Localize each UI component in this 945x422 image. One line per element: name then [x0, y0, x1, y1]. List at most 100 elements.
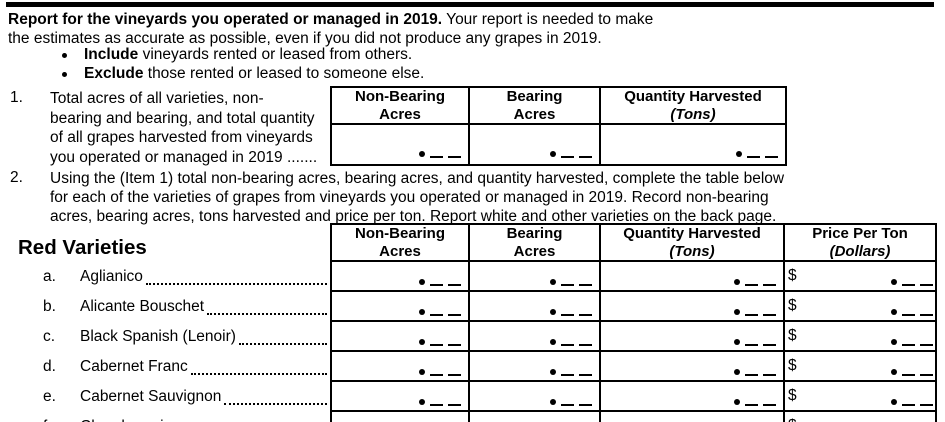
bearing-acres-field[interactable] — [470, 292, 601, 320]
exclude-bold: Exclude — [84, 65, 144, 82]
nonbearing-acres-field[interactable] — [332, 382, 470, 410]
item1-line: Total acres of all varieties, non- — [50, 90, 264, 107]
bearing-acres-field[interactable] — [470, 322, 601, 350]
nonbearing-acres-field[interactable] — [332, 292, 470, 320]
quantity-harvested-field[interactable] — [601, 352, 785, 380]
variety-row: d. Cabernet Franc — [43, 352, 328, 382]
entry-underscore — [920, 313, 933, 316]
entry-underscore — [448, 343, 461, 346]
exclude-bullet: Exclude those rented or leased to someon… — [62, 65, 424, 84]
variety-row: b. Alicante Bouschet — [43, 292, 328, 322]
entry-underscore — [430, 155, 443, 158]
entry-underscore — [763, 343, 776, 346]
intro-paragraph: Report for the vineyards you operated or… — [8, 10, 653, 48]
quantity-harvested-field[interactable] — [601, 382, 785, 410]
price-per-ton-field[interactable]: $ — [785, 352, 935, 380]
entry-dot-icon — [734, 309, 740, 315]
bullet-icon — [62, 72, 67, 77]
total-nonbearing-acres-field[interactable] — [332, 125, 470, 164]
dollar-sign: $ — [788, 267, 797, 284]
entry-underscore — [430, 283, 443, 286]
table2-body: $ $ $ — [332, 262, 935, 422]
entry-underscore — [561, 283, 574, 286]
bearing-acres-field[interactable] — [470, 382, 601, 410]
table2-header-quantity: Quantity Harvested (Tons) — [601, 225, 785, 260]
red-varieties-heading: Red Varieties — [18, 236, 147, 259]
entry-underscore — [561, 373, 574, 376]
variety-row: f. Chambourcin — [43, 412, 328, 422]
entry-dot-icon — [734, 399, 740, 405]
entry-underscore — [430, 343, 443, 346]
bearing-acres-field[interactable] — [470, 412, 601, 422]
entry-underscore — [561, 313, 574, 316]
total-quantity-harvested-field[interactable] — [601, 125, 785, 164]
price-per-ton-field[interactable]: $ — [785, 292, 935, 320]
entry-underscore — [902, 343, 915, 346]
entry-underscore — [763, 313, 776, 316]
item2-line: Using the (Item 1) total non-bearing acr… — [50, 170, 785, 187]
entry-underscore — [561, 343, 574, 346]
item1-text: Total acres of all varieties, non- beari… — [50, 89, 317, 167]
entry-underscore — [579, 155, 592, 158]
table-row: $ — [332, 262, 935, 292]
table-row: $ — [332, 352, 935, 382]
entry-dot-icon — [419, 339, 425, 345]
table2-header-price: Price Per Ton (Dollars) — [812, 225, 908, 260]
entry-dot-icon — [734, 369, 740, 375]
dollar-sign: $ — [788, 297, 797, 314]
quantity-harvested-field[interactable] — [601, 292, 785, 320]
intro-lead-rest: Your report is needed to make — [442, 11, 654, 28]
table1-header-quantity: Quantity Harvested (Tons) — [624, 88, 762, 123]
entry-underscore — [579, 283, 592, 286]
entry-underscore — [763, 373, 776, 376]
entry-underscore — [920, 283, 933, 286]
dollar-sign: $ — [788, 357, 797, 374]
entry-underscore — [902, 283, 915, 286]
total-bearing-acres-field[interactable] — [470, 125, 601, 164]
table-row: $ — [332, 322, 935, 352]
nonbearing-acres-field[interactable] — [332, 412, 470, 422]
entry-dot-icon — [734, 339, 740, 345]
variety-row: c. Black Spanish (Lenoir) — [43, 322, 328, 352]
nonbearing-acres-field[interactable] — [332, 322, 470, 350]
entry-dot-icon — [891, 399, 897, 405]
entry-underscore — [745, 343, 758, 346]
entry-underscore — [763, 283, 776, 286]
dotted-leader — [238, 343, 327, 345]
entry-underscore — [745, 373, 758, 376]
bullet-icon — [62, 53, 67, 58]
bearing-acres-field[interactable] — [470, 352, 601, 380]
entry-underscore — [765, 155, 778, 158]
table1-entry-row — [332, 125, 785, 164]
dotted-leader — [207, 313, 327, 315]
exclude-rest: those rented or leased to someone else. — [143, 65, 425, 82]
table-row: $ — [332, 292, 935, 322]
price-per-ton-field[interactable]: $ — [785, 412, 935, 422]
table2-header-row: Non-Bearing Acres Bearing Acres Quantity… — [332, 225, 935, 262]
item1-line: of all grapes harvested from vineyards — [50, 129, 313, 146]
variety-name: Aglianico — [80, 268, 143, 285]
quantity-harvested-field[interactable] — [601, 322, 785, 350]
entry-dot-icon — [550, 151, 556, 157]
dotted-leader — [145, 283, 327, 285]
nonbearing-acres-field[interactable] — [332, 352, 470, 380]
variety-name: Alicante Bouschet — [80, 298, 205, 315]
variety-letter: b. — [43, 298, 56, 315]
quantity-harvested-field[interactable] — [601, 412, 785, 422]
intro-line-1: Report for the vineyards you operated or… — [8, 10, 653, 29]
entry-dot-icon — [419, 369, 425, 375]
quantity-harvested-field[interactable] — [601, 262, 785, 290]
entry-dot-icon — [736, 151, 742, 157]
price-per-ton-field[interactable]: $ — [785, 382, 935, 410]
variety-name: Cabernet Sauvignon — [80, 388, 222, 405]
nonbearing-acres-field[interactable] — [332, 262, 470, 290]
entry-underscore — [579, 313, 592, 316]
bearing-acres-field[interactable] — [470, 262, 601, 290]
item2-line: for each of the varieties of grapes from… — [50, 189, 769, 206]
entry-underscore — [579, 373, 592, 376]
entry-dot-icon — [419, 151, 425, 157]
entry-underscore — [579, 343, 592, 346]
entry-dot-icon — [550, 279, 556, 285]
price-per-ton-field[interactable]: $ — [785, 262, 935, 290]
price-per-ton-field[interactable]: $ — [785, 322, 935, 350]
